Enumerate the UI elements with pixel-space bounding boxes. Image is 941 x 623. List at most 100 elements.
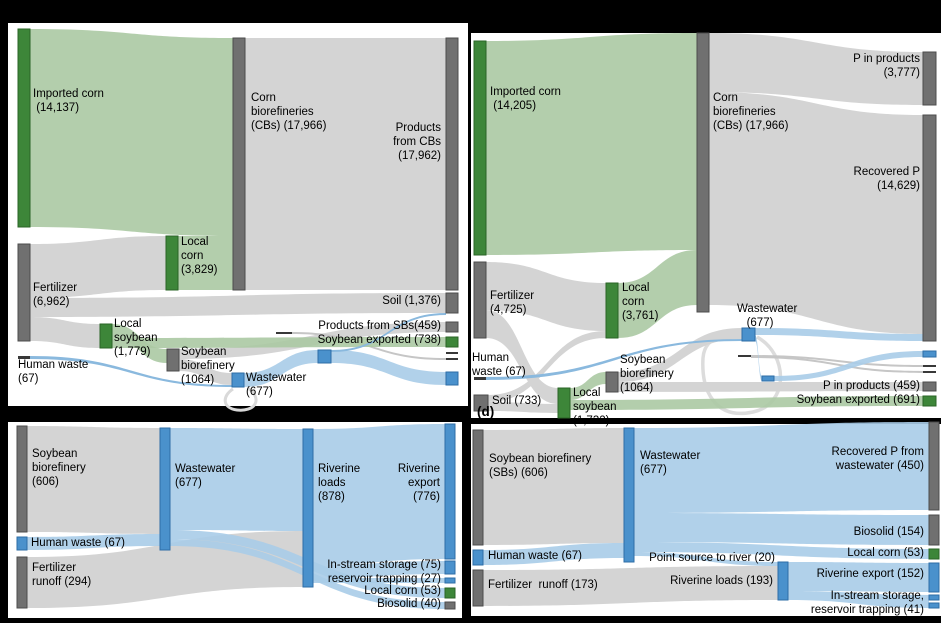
d-node-recovered_p_ww xyxy=(928,421,940,511)
a-flow-local_corn-to-cbs xyxy=(178,236,233,290)
c-node-riverine_loads xyxy=(302,428,314,588)
c-node-soybean_biorefinery xyxy=(16,425,28,533)
d-flow-wastewater-to-recovered_p_ww xyxy=(634,422,929,513)
a-node-local_soybean xyxy=(99,323,113,349)
a-flow-imported_corn-to-cbs xyxy=(30,29,233,236)
c-node-fertilizer_runoff xyxy=(16,556,28,609)
b-flow-soil-to-local_soybean xyxy=(488,402,558,413)
a-node-soil xyxy=(445,292,459,314)
b-flow-local_soybean-to-soy_exported xyxy=(570,396,923,410)
d-node-instream_storage_2 xyxy=(928,602,940,609)
a-node-fertilizer xyxy=(17,243,31,342)
d-flow-wastewater-to-biosolid xyxy=(634,513,929,545)
c-node-human_waste xyxy=(16,536,28,551)
d-flow-riverine_loads-to-instream_storage_1 xyxy=(788,591,929,608)
b-node-wastewater xyxy=(741,327,756,342)
c-flow-wastewater-to-riverine_loads xyxy=(170,428,303,531)
a-node-products_cbs xyxy=(445,37,459,291)
b-flow-imported_corn-to-cbs xyxy=(486,33,697,255)
c-node-instream_storage xyxy=(444,560,456,575)
d-node-human_waste xyxy=(472,549,484,566)
d-flow-wastewater-to-riverine_loads xyxy=(634,552,778,566)
b-flow-local_soybean-to-soybean_biorefinery xyxy=(570,372,606,400)
b-flow-dash_mid-to-dash_r2 xyxy=(751,356,923,373)
b-node-recovered_p xyxy=(922,114,937,342)
a-flow-hub-to-blue_right xyxy=(331,350,446,385)
a-node-wastewater xyxy=(231,372,245,388)
a-node-dash_mid xyxy=(276,332,292,334)
d-node-riverine_export xyxy=(928,562,940,593)
a-node-products_sbs xyxy=(445,321,459,333)
a-flow-wastewater-to-hub xyxy=(244,350,318,387)
b-node-p_in_products_small xyxy=(922,381,937,392)
b-node-human_waste xyxy=(474,377,486,380)
b-node-dash_r1 xyxy=(923,365,936,367)
a-node-cbs xyxy=(232,37,246,291)
a-flow-human_waste-to-wastewater xyxy=(30,356,232,387)
d-flow-human_waste-to-wastewater xyxy=(483,543,624,565)
d-flow-soybean_biorefinery-to-wastewater xyxy=(483,428,624,545)
b-node-soil xyxy=(473,394,489,412)
b-node-soy_exported xyxy=(922,395,937,407)
b-flow-human_waste-to-wastewater xyxy=(486,339,742,380)
d-node-instream_storage_1 xyxy=(928,594,940,601)
c-flow-human_waste-to-wastewater xyxy=(27,534,160,550)
d-node-riverine_loads xyxy=(777,561,789,601)
recycle-loop-b-icon xyxy=(701,334,783,416)
a-node-soybean_biorefinery xyxy=(166,348,180,372)
b-node-dash_mid xyxy=(738,355,751,357)
b-node-local_corn xyxy=(605,282,619,339)
c-node-reservoir_trapping xyxy=(444,577,456,584)
b-node-p_in_products_top xyxy=(922,51,937,106)
a-node-hub xyxy=(317,349,332,364)
d-node-wastewater xyxy=(623,427,635,563)
b-node-blue_right xyxy=(922,350,937,358)
b-node-fertilizer xyxy=(473,261,487,339)
c-node-biosolid xyxy=(444,601,456,610)
a-node-imported_corn xyxy=(17,28,31,228)
c-flow-riverine_loads-to-instream_storage xyxy=(313,561,445,578)
b-flow-fertilizer-to-local_soybean xyxy=(486,310,558,404)
c-node-local_corn xyxy=(444,587,456,599)
a-flow-cbs-to-products_cbs xyxy=(245,38,446,290)
a-node-soy_exported xyxy=(445,336,459,348)
d-node-fertilizer_runoff xyxy=(472,569,484,607)
a-node-blue_right xyxy=(445,371,459,386)
a-flow-soybean_biorefinery-to-wastewater xyxy=(179,359,232,385)
recycle-loop-a-icon xyxy=(223,386,258,412)
a-node-dash_r2 xyxy=(446,358,458,360)
b-flow-soil-to-local_corn xyxy=(488,331,606,402)
c-flow-riverine_loads-to-reservoir_trapping xyxy=(313,578,445,583)
b-node-local_soybean xyxy=(557,387,571,419)
a-node-local_corn xyxy=(165,235,179,291)
a-flow-local_soybean-to-soy_exported xyxy=(112,337,446,348)
d-node-local_corn xyxy=(928,548,940,560)
b-flow-hub-to-blue_right xyxy=(774,351,923,381)
d-flow-fertilizer_runoff-to-riverine_loads xyxy=(483,566,778,606)
b-flow-cbs-to-p_in_products_top xyxy=(709,33,923,105)
b-node-dash_r2 xyxy=(923,371,936,373)
b-node-cbs xyxy=(696,32,710,313)
a-flow-fertilizer-to-soil xyxy=(30,293,446,317)
c-flow-riverine_loads-to-riverine_export xyxy=(313,424,445,565)
d-flow-riverine_loads-to-riverine_export xyxy=(788,562,929,592)
b-flow-fertilizer-to-local_corn xyxy=(486,262,606,331)
b-flow-local_corn-to-cbs xyxy=(618,250,697,338)
b-node-soybean_biorefinery xyxy=(605,371,619,393)
c-node-wastewater xyxy=(159,427,171,551)
d-node-soybean_biorefinery xyxy=(472,429,484,546)
d-node-biosolid xyxy=(928,514,940,546)
d-flow-wastewater-to-local_corn xyxy=(634,542,929,559)
c-flow-soybean_biorefinery-to-wastewater xyxy=(27,426,160,534)
b-flow-wastewater-to-hub xyxy=(755,335,762,381)
b-node-hub xyxy=(761,375,775,382)
b-flow-wastewater-to-recovered_p xyxy=(755,328,923,341)
c-node-riverine_export xyxy=(444,423,456,560)
a-node-dash_r1 xyxy=(446,352,458,354)
a-flow-hub-to-soil xyxy=(331,313,446,352)
a-flow-fertilizer-to-local_corn xyxy=(30,236,166,298)
b-flow-soybean_biorefinery-to-p_in_products_small xyxy=(618,382,923,392)
b-flow-cbs-to-recovered_p xyxy=(709,92,923,334)
b-node-imported_corn xyxy=(473,40,487,256)
